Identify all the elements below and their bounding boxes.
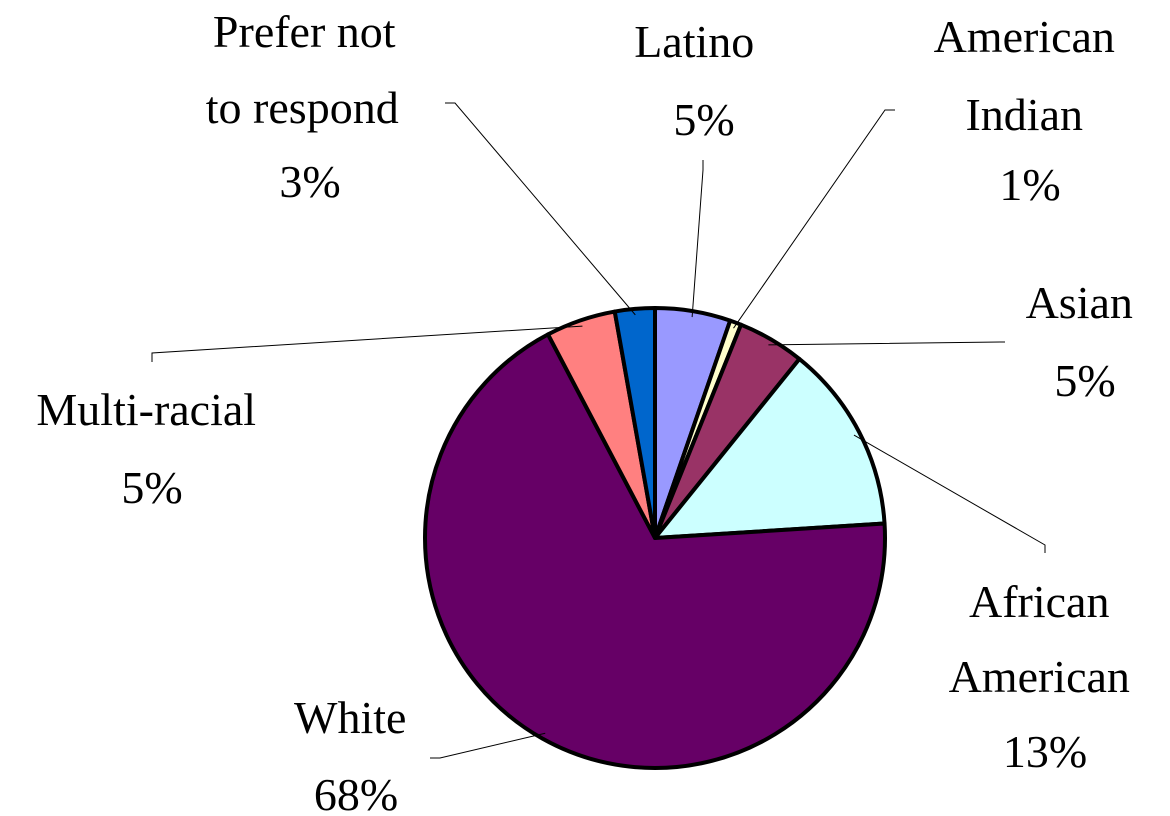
label-african-american-percent: 13% xyxy=(1003,726,1087,777)
label-prefer-not-percent: 3% xyxy=(279,156,340,207)
label-asian-name: Asian xyxy=(1026,277,1133,328)
label-african-american: African American 13% xyxy=(949,576,1142,777)
label-multi-racial-name: Multi-racial xyxy=(36,384,256,435)
slice-prefer-not-to-respond xyxy=(612,306,657,540)
leader-line-latino xyxy=(691,160,704,318)
label-prefer-not-to-respond: Prefer not to respond 3% xyxy=(206,6,410,207)
label-white-name: White xyxy=(294,692,406,743)
label-american-indian-line2: Indian xyxy=(965,89,1083,140)
leader-line-american-indian xyxy=(733,109,895,329)
label-latino-percent: 5% xyxy=(673,94,734,145)
label-white-percent: 68% xyxy=(314,769,398,816)
label-american-indian-line1: American xyxy=(934,11,1115,62)
label-multi-racial-percent: 5% xyxy=(121,462,182,513)
label-american-indian: American Indian 1% xyxy=(934,11,1127,210)
leader-line-multi-racial xyxy=(151,325,583,362)
leader-line-asian xyxy=(768,341,1005,346)
leader-line-prefer-not-to-respond xyxy=(445,102,636,316)
pie-slices xyxy=(423,306,887,770)
label-prefer-not-line1: Prefer not xyxy=(213,6,396,57)
leader-line-white xyxy=(430,732,546,759)
label-african-american-line2: American xyxy=(949,651,1130,702)
leader-line-african-american xyxy=(853,434,1046,553)
slice-white xyxy=(423,332,887,770)
label-latino: Latino 5% xyxy=(634,16,766,145)
label-asian: Asian 5% xyxy=(1026,277,1145,406)
label-latino-name: Latino xyxy=(634,16,754,67)
label-african-american-line1: African xyxy=(969,576,1109,627)
label-american-indian-percent: 1% xyxy=(999,159,1060,210)
leader-lines xyxy=(151,102,1046,759)
label-asian-percent: 5% xyxy=(1054,355,1115,406)
slice-african-american xyxy=(653,356,887,540)
label-white: White 68% xyxy=(294,692,418,816)
label-multi-racial: Multi-racial 5% xyxy=(36,384,267,513)
label-prefer-not-line2: to respond xyxy=(206,82,399,133)
